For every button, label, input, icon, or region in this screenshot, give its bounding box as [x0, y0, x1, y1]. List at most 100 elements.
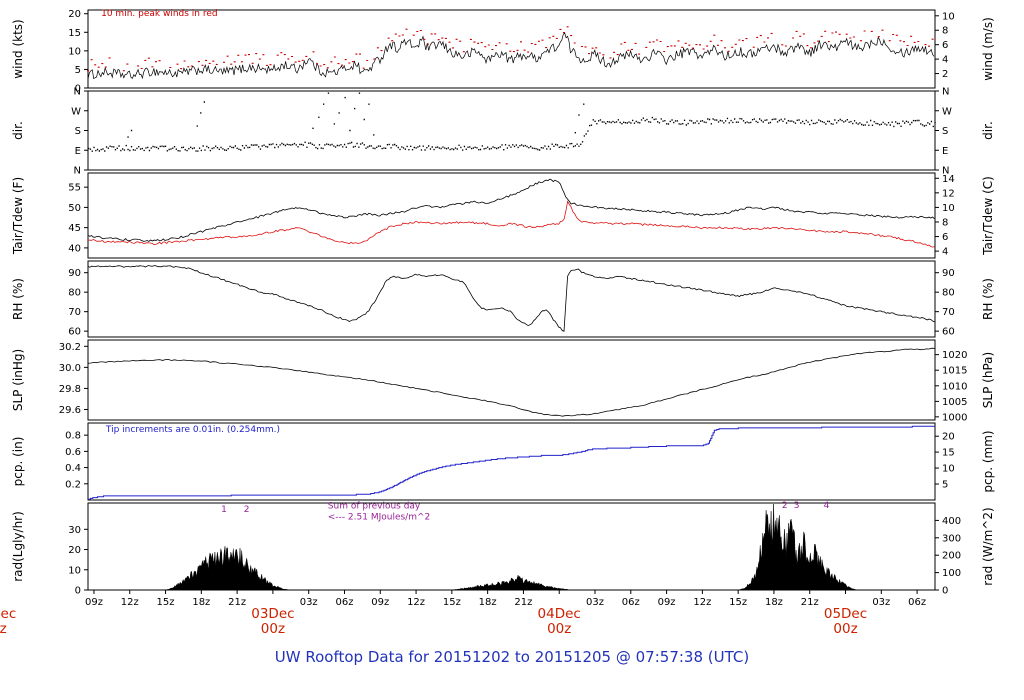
y-tick-label-right: 10 [942, 203, 955, 214]
y-tick-label-right: 1015 [942, 366, 967, 377]
y-tick-label-left: 0 [75, 586, 81, 597]
annotation-rad: 3 [794, 501, 800, 511]
y-tick-label-right: 8 [942, 217, 948, 228]
y-tick-label-right: 8 [942, 26, 948, 37]
y-tick-label-right: E [942, 146, 948, 157]
y-tick-label-left: 5 [75, 65, 81, 76]
y-tick-label-right: 4 [942, 247, 948, 258]
x-tick-label: 03z [586, 597, 604, 608]
x-axis: 09z 12z 15z 18z 21z 03z 06z 09z 12z 15z 18z 21z 03z 0… [0, 590, 926, 637]
y-tick-label-left: 30.0 [59, 363, 81, 374]
day-label-hour: 00z [261, 621, 285, 637]
y-tick-label-left: 20 [68, 545, 81, 556]
panel-frame [87, 9, 936, 89]
series-peak-wind [87, 26, 934, 72]
x-tick-label: 21z [228, 597, 246, 608]
y-tick-label-right: 70 [942, 307, 955, 318]
y-tick-label-right: 60 [942, 327, 955, 338]
series-direction [88, 92, 936, 152]
axis-label-right: SLP (hPa) [981, 352, 995, 408]
x-tick-label: 03z [872, 597, 890, 608]
annotation-rad: Sum of previous day [328, 502, 421, 512]
series-slp [87, 347, 936, 417]
y-tick-label-right: 14 [942, 174, 955, 185]
x-tick-label: 12z [407, 597, 425, 608]
y-tick-label-left: 29.8 [59, 384, 81, 395]
axis-label-right: RH (%) [981, 278, 995, 320]
annotation-wind: 10 min. peak winds in red [101, 9, 217, 19]
y-tick-label-left: W [71, 106, 81, 117]
y-tick-label-left: 30 [68, 525, 81, 536]
chart-title: UW Rooftop Data for 20151202 to 20151205… [274, 648, 750, 666]
day-label: 05Dec [824, 606, 867, 622]
axis-label-right: Tair/Tdew (C) [981, 176, 995, 256]
axis-label-left: SLP (inHg) [11, 349, 25, 411]
y-tick-label-left: 60 [68, 327, 81, 338]
y-tick-label-left: N [74, 87, 81, 98]
y-tick-label-right: 2 [942, 69, 948, 80]
y-tick-label-right: 300 [942, 533, 961, 544]
y-tick-label-right: 90 [942, 268, 955, 279]
x-tick-label: 18z [192, 597, 210, 608]
y-tick-label-left: 0.2 [65, 479, 81, 490]
y-tick-label-left: 80 [68, 288, 81, 299]
y-tick-label-left: 0.4 [65, 463, 81, 474]
panel-slp: 29.6 29.8 30.0 30.2 1000 1005 1010 1015 1020 SLP … [11, 339, 995, 423]
series-tair [87, 178, 935, 242]
x-tick-label: 06z [622, 597, 640, 608]
series-rh [87, 265, 935, 332]
y-tick-label-right: 1020 [942, 350, 967, 361]
y-tick-label-right: 5 [942, 480, 948, 491]
axis-label-left: Tair/Tdew (F) [11, 177, 25, 255]
y-tick-label-left: 55 [68, 183, 81, 194]
panel-frame [87, 339, 936, 421]
y-tick-label-right: 0 [942, 586, 948, 597]
y-tick-label-left: S [75, 126, 81, 137]
y-tick-label-right: 4 [942, 55, 948, 66]
annotation-rad: <--- 2.51 MJoules/m^2 [328, 513, 430, 523]
y-tick-label-right: N [942, 87, 949, 98]
x-tick-label: 18z [765, 597, 783, 608]
axis-label-left: wind (kts) [11, 19, 25, 78]
y-tick-label-right: 10 [942, 464, 955, 475]
y-tick-label-left: 50 [68, 203, 81, 214]
series-tdew [87, 200, 935, 248]
y-tick-label-left: 20 [68, 9, 81, 20]
x-tick-label: 15z [729, 597, 747, 608]
annotation-rad: 4 [824, 501, 830, 511]
y-tick-label-left: 0.6 [65, 447, 81, 458]
x-tick-label: 15z [443, 597, 461, 608]
y-tick-label-left: 30.2 [59, 342, 81, 353]
x-tick-label: 21z [801, 597, 819, 608]
day-label-hour: 00z [547, 621, 571, 637]
y-tick-label-right: 12 [942, 188, 955, 199]
day-label: 04Dec [538, 606, 581, 622]
panel-temp: 40 45 50 55 4 6 8 10 12 14 Tair/Tdew (F) Tair/Tdew … [11, 172, 995, 259]
day-label-hour: 00z [0, 621, 7, 637]
axis-label-right: dir. [981, 121, 995, 140]
axis-label-right: wind (m/s) [981, 17, 995, 81]
y-tick-label-right: 1000 [942, 412, 967, 423]
axis-label-left: pcp. (in) [11, 437, 25, 487]
annotation-rad: 2 [244, 505, 250, 515]
panel-frame [87, 260, 936, 338]
y-tick-label-left: E [75, 146, 81, 157]
y-tick-label-left: 90 [68, 268, 81, 279]
annotation-pcp: Tip increments are 0.01in. (0.254mm.) [105, 425, 280, 435]
x-tick-label: 12z [693, 597, 711, 608]
day-label-hour: 00z [833, 621, 857, 637]
y-tick-label-right: N [942, 166, 949, 177]
x-tick-label: 21z [514, 597, 532, 608]
series-rad [88, 503, 935, 591]
x-tick-label: 18z [479, 597, 497, 608]
y-tick-label-right: 100 [942, 568, 961, 579]
day-label: 03Dec [251, 606, 294, 622]
day-label: 02Dec [0, 606, 16, 622]
y-tick-label-right: 200 [942, 551, 961, 562]
axis-label-left: rad(Lgly/hr) [11, 511, 25, 582]
y-tick-label-right: 6 [942, 40, 948, 51]
y-tick-label-left: 15 [68, 28, 81, 39]
y-tick-label-left: 40 [68, 243, 81, 254]
